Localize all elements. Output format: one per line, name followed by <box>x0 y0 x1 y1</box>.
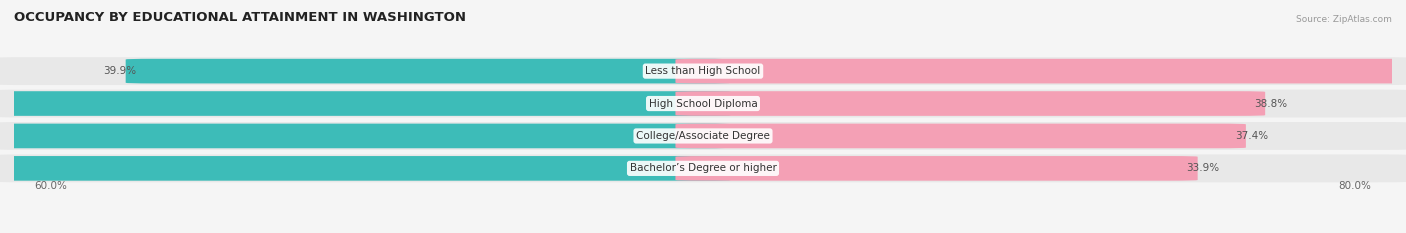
FancyBboxPatch shape <box>0 122 1406 150</box>
Text: Less than High School: Less than High School <box>645 66 761 76</box>
FancyBboxPatch shape <box>0 124 731 148</box>
FancyBboxPatch shape <box>0 90 1406 117</box>
Text: Source: ZipAtlas.com: Source: ZipAtlas.com <box>1296 15 1392 24</box>
FancyBboxPatch shape <box>125 59 731 83</box>
Text: 80.0%: 80.0% <box>1339 181 1371 191</box>
FancyBboxPatch shape <box>675 59 1406 83</box>
FancyBboxPatch shape <box>675 156 1198 181</box>
FancyBboxPatch shape <box>0 57 1406 85</box>
Text: 38.8%: 38.8% <box>1254 99 1288 109</box>
Text: Bachelor’s Degree or higher: Bachelor’s Degree or higher <box>630 163 776 173</box>
FancyBboxPatch shape <box>0 91 731 116</box>
Text: High School Diploma: High School Diploma <box>648 99 758 109</box>
Text: 37.4%: 37.4% <box>1234 131 1268 141</box>
Text: OCCUPANCY BY EDUCATIONAL ATTAINMENT IN WASHINGTON: OCCUPANCY BY EDUCATIONAL ATTAINMENT IN W… <box>14 11 465 24</box>
FancyBboxPatch shape <box>675 124 1246 148</box>
Text: 39.9%: 39.9% <box>104 66 136 76</box>
Text: 60.0%: 60.0% <box>35 181 67 191</box>
Text: College/Associate Degree: College/Associate Degree <box>636 131 770 141</box>
FancyBboxPatch shape <box>0 156 731 181</box>
FancyBboxPatch shape <box>675 91 1265 116</box>
FancyBboxPatch shape <box>0 154 1406 182</box>
Text: 33.9%: 33.9% <box>1187 163 1220 173</box>
